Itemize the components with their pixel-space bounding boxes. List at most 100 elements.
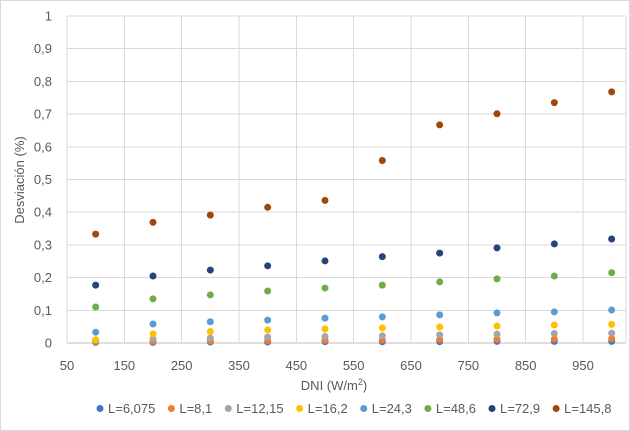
legend-marker (552, 405, 560, 412)
legend-label: L=12,15 (236, 401, 283, 416)
x-axis-title: DNI (W/m2) (301, 377, 367, 393)
y-tick-label: 0,8 (34, 74, 52, 89)
data-point (264, 333, 272, 341)
data-point (608, 306, 616, 314)
legend-label: L=8,1 (179, 401, 212, 416)
x-tick-label: 250 (171, 358, 193, 373)
data-point (608, 269, 616, 277)
data-point (206, 328, 214, 336)
data-point (149, 320, 157, 328)
data-point (436, 249, 444, 257)
data-point (436, 323, 444, 331)
legend-label: L=16,2 (308, 401, 348, 416)
data-point (206, 291, 214, 299)
data-point (264, 326, 272, 334)
legend-marker (167, 405, 175, 412)
y-tick-label: 0,6 (34, 139, 52, 154)
data-point (550, 321, 558, 329)
data-point (206, 211, 214, 219)
legend-marker (424, 405, 432, 412)
data-point (608, 88, 616, 96)
data-point (550, 330, 558, 338)
legend-label: L=6,075 (108, 401, 155, 416)
data-point (149, 218, 157, 226)
data-point (92, 328, 100, 336)
data-point (378, 281, 386, 289)
legend-label: L=24,3 (372, 401, 412, 416)
data-point (321, 196, 329, 204)
data-point (92, 303, 100, 311)
x-tick-label: 850 (515, 358, 537, 373)
data-point (550, 308, 558, 316)
x-tick-label: 950 (572, 358, 594, 373)
x-tick-label: 550 (343, 358, 365, 373)
data-point (550, 335, 558, 343)
data-point (149, 272, 157, 280)
data-point (608, 235, 616, 243)
data-point (378, 157, 386, 165)
x-tick-label: 450 (285, 358, 307, 373)
legend-label: L=48,6 (436, 401, 476, 416)
x-axis-title-superscript: 2 (358, 377, 363, 387)
data-point (149, 330, 157, 338)
x-axis-title-end: ) (363, 378, 367, 393)
data-point (264, 203, 272, 211)
data-point (321, 332, 329, 340)
data-point (378, 324, 386, 332)
data-point (436, 278, 444, 286)
data-point (321, 284, 329, 292)
data-point (493, 322, 501, 330)
legend-marker (224, 405, 232, 412)
data-point (378, 332, 386, 340)
data-point (206, 266, 214, 274)
data-points (92, 88, 616, 346)
data-point (493, 110, 501, 118)
x-tick-label: 350 (228, 358, 250, 373)
legend-marker (296, 405, 304, 412)
data-point (92, 230, 100, 238)
legend: L=6,075 L=8,1 L=12,15 L=16,2 L=24,3 L=48,6 L=7… (96, 401, 611, 416)
x-tick-label: 650 (400, 358, 422, 373)
data-point (550, 240, 558, 248)
y-tick-label: 0,7 (34, 107, 52, 122)
data-point (321, 257, 329, 265)
y-tick-label: 0 (45, 336, 52, 351)
data-point (264, 316, 272, 324)
data-point (493, 335, 501, 343)
data-point (493, 330, 501, 338)
data-point (264, 287, 272, 295)
data-point (149, 335, 157, 343)
data-point (493, 275, 501, 283)
data-point (608, 320, 616, 328)
data-point (264, 262, 272, 270)
data-point (493, 309, 501, 317)
data-point (149, 295, 157, 303)
data-point (608, 335, 616, 343)
data-point (436, 121, 444, 129)
y-tick-label: 0,1 (34, 303, 52, 318)
data-point (550, 272, 558, 280)
x-axis-title-main: DNI (W/m (301, 378, 358, 393)
data-point (92, 281, 100, 289)
y-tick-label: 0,5 (34, 172, 52, 187)
y-tick-label: 0,2 (34, 270, 52, 285)
y-tick-label: 1 (45, 9, 52, 24)
x-tick-label: 50 (60, 358, 74, 373)
y-axis-ticks: 0 0,1 0,2 0,3 0,4 0,5 0,6 0,7 0,8 0,9 1 (34, 9, 52, 351)
legend-marker (488, 405, 496, 412)
data-point (493, 244, 501, 252)
data-point (550, 99, 558, 107)
gridlines (66, 15, 627, 344)
data-point (436, 331, 444, 339)
legend-marker (360, 405, 368, 412)
data-point (378, 253, 386, 261)
y-axis-title: Desviación (%) (12, 136, 27, 223)
data-point (92, 336, 100, 344)
data-point (436, 336, 444, 344)
data-point (378, 313, 386, 321)
data-point (321, 314, 329, 322)
data-point (436, 311, 444, 319)
